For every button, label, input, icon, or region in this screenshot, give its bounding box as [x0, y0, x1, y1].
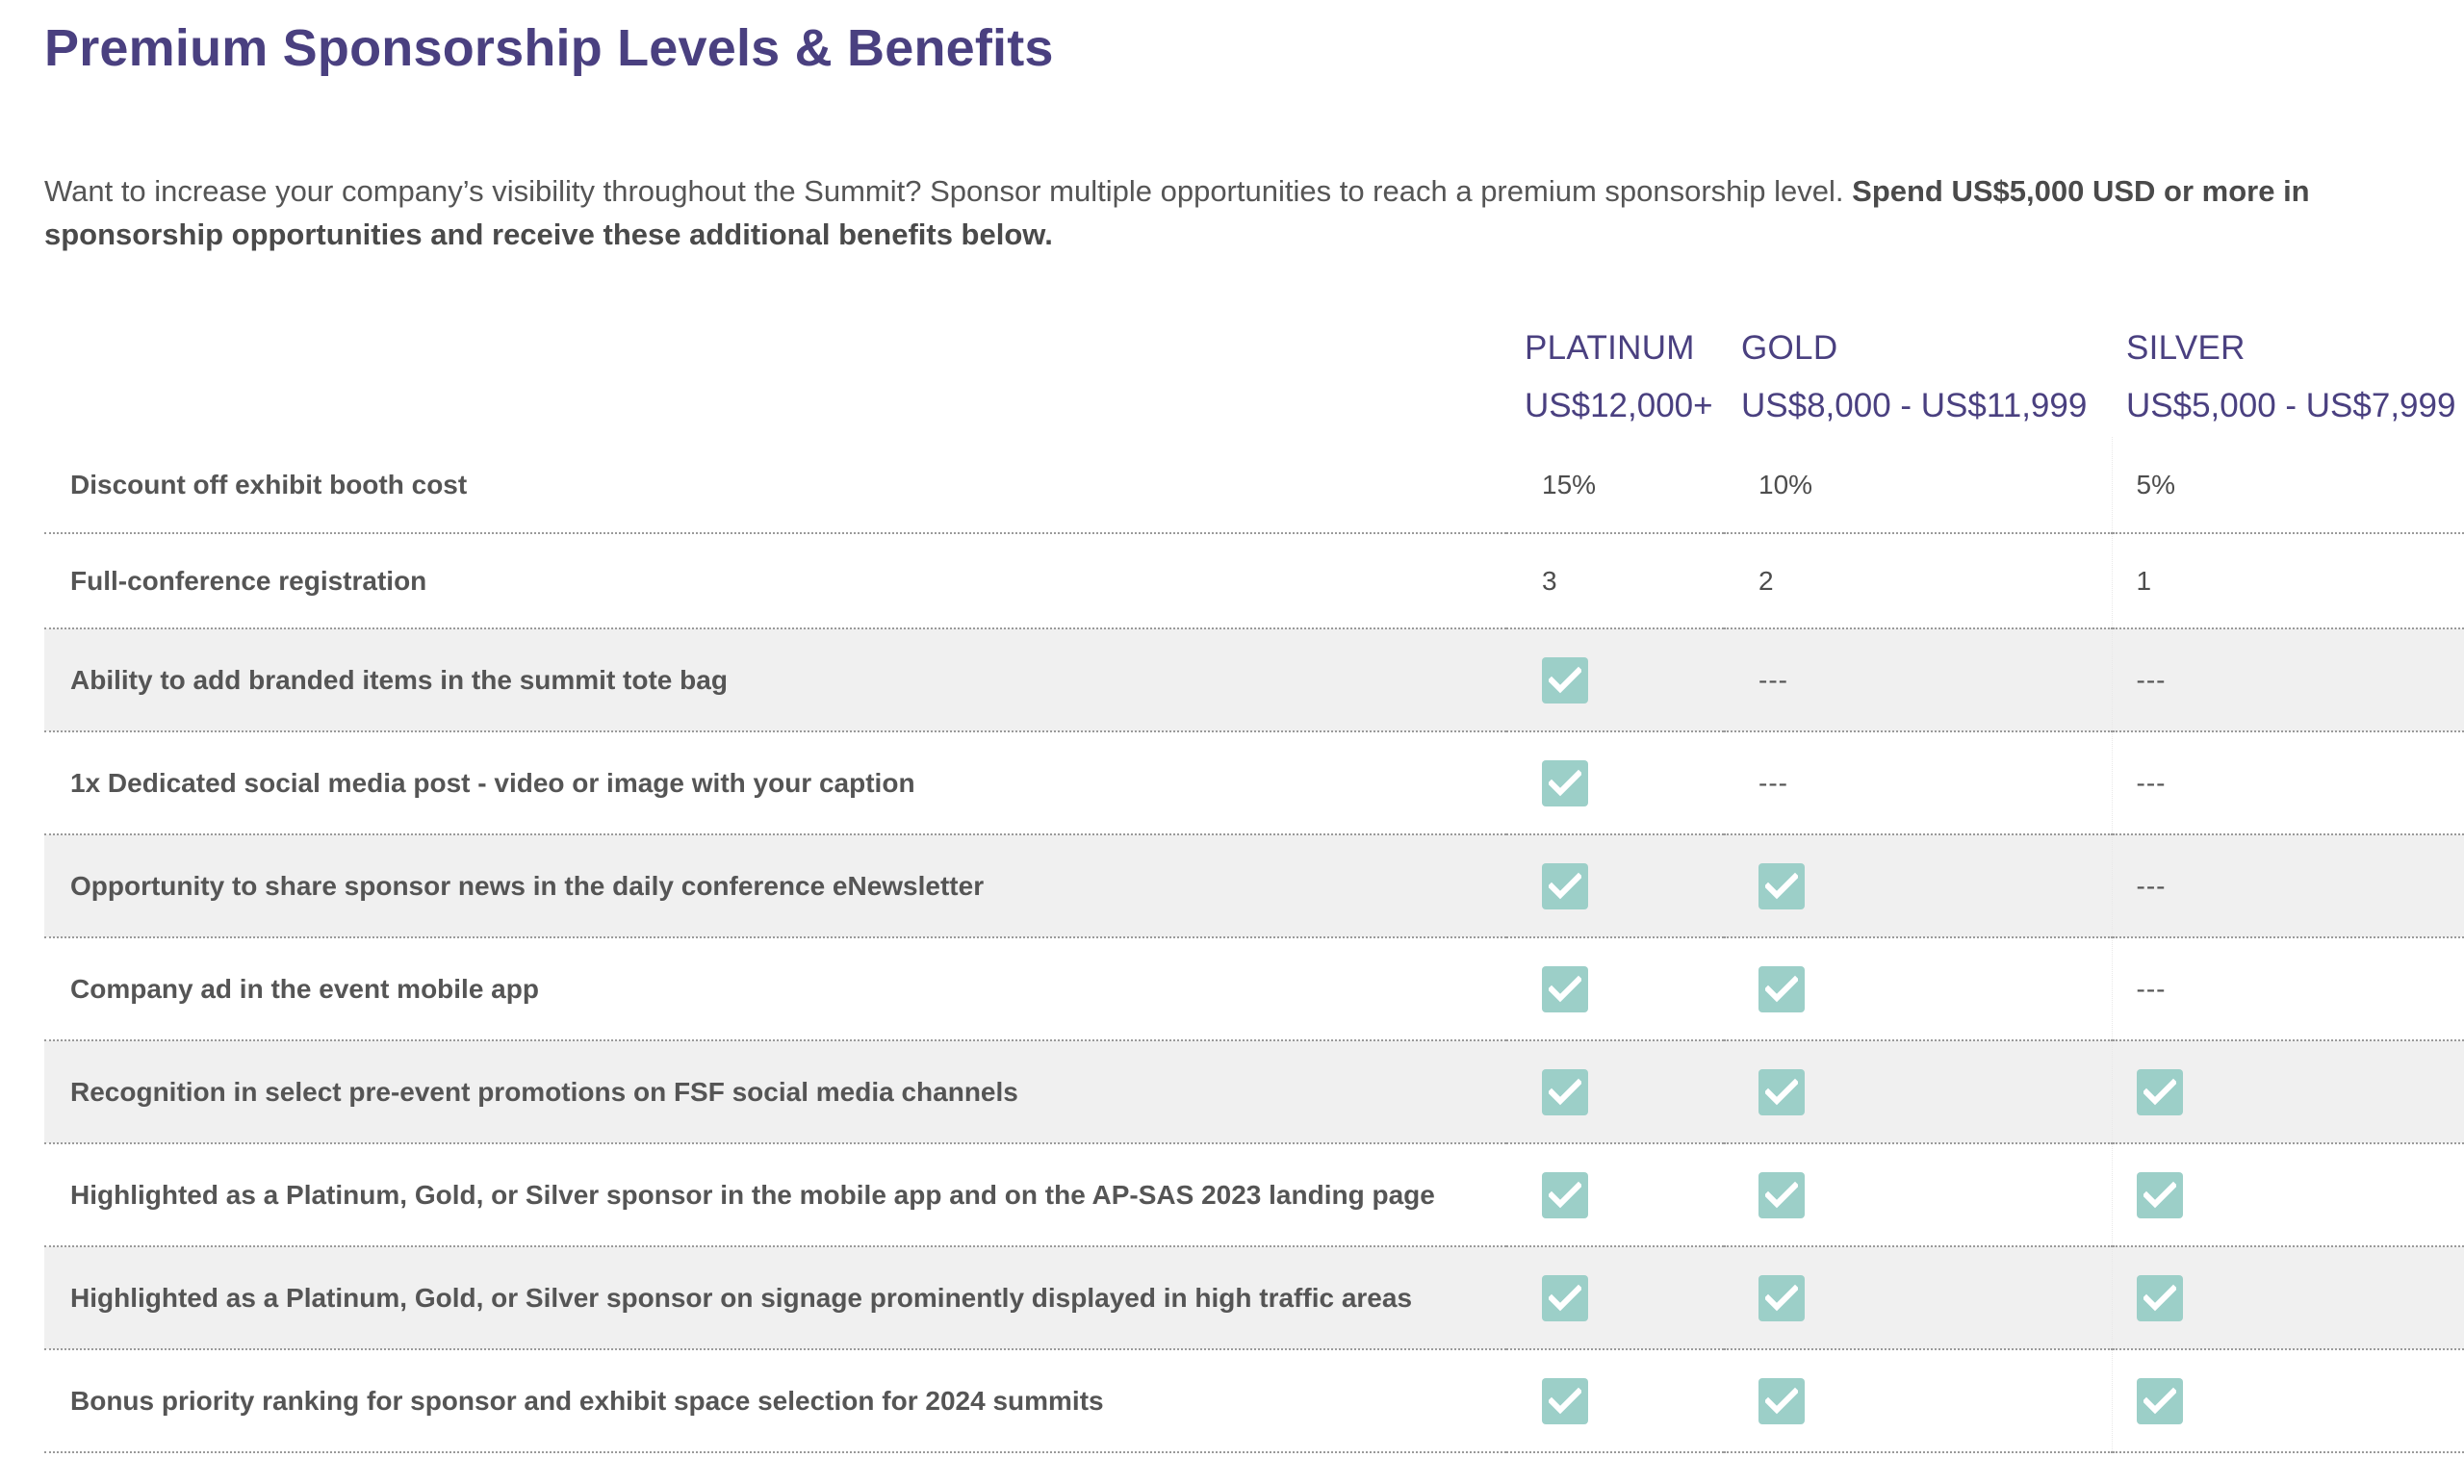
benefit-value-silver: [2111, 1349, 2464, 1453]
benefit-value-silver: [2111, 1246, 2464, 1350]
not-included-dash: ---: [2136, 973, 2167, 1004]
benefit-value-plat: [1506, 731, 1724, 835]
not-included-dash: ---: [1758, 664, 1788, 695]
benefit-label: Bonus priority ranking for sponsor and e…: [44, 1349, 1506, 1453]
benefit-value-plat: [1506, 1349, 1724, 1453]
page-title: Premium Sponsorship Levels & Benefits: [44, 19, 1054, 77]
checkmark-icon: [1758, 1068, 1805, 1115]
not-included-dash: ---: [1758, 767, 1788, 798]
not-included-dash: ---: [2136, 767, 2167, 798]
checkmark-icon: [1542, 1068, 1588, 1115]
intro-paragraph: Want to increase your company’s visibili…: [44, 169, 2383, 256]
table-row: Highlighted as a Platinum, Gold, or Silv…: [44, 1143, 2464, 1247]
benefit-label: 1x Dedicated social media post - video o…: [44, 731, 1506, 835]
benefit-value-text: 15%: [1542, 469, 1597, 499]
benefit-value-gold: [1724, 1349, 2112, 1453]
sponsorship-benefits-table: PLATINUM US$12,000+ GOLD US$8,000 - US$1…: [44, 318, 2464, 1453]
benefit-value-gold: [1724, 1040, 2112, 1144]
checkmark-icon: [2136, 1274, 2183, 1321]
benefit-value-silver: ---: [2111, 937, 2464, 1041]
benefit-value-plat: [1506, 628, 1724, 732]
checkmark-icon: [2136, 1171, 2183, 1218]
benefit-value-plat: [1506, 937, 1724, 1041]
table-row: Recognition in select pre-event promotio…: [44, 1040, 2464, 1144]
tier-header-silver: SILVER US$5,000 - US$7,999: [2112, 318, 2464, 437]
benefit-value-text: 3: [1542, 565, 1557, 596]
benefit-value-gold: [1724, 1246, 2112, 1350]
table-row: Ability to add branded items in the summ…: [44, 628, 2464, 732]
benefit-label: Recognition in select pre-event promotio…: [44, 1040, 1506, 1144]
table-row: Discount off exhibit booth cost 15% 10% 5%: [44, 437, 2464, 534]
benefit-value-plat: [1506, 1040, 1724, 1144]
page-content: Premium Sponsorship Levels & Benefits Wa…: [44, 0, 2464, 1453]
tier-price: US$5,000 - US$7,999: [2126, 387, 2456, 424]
benefit-label: Discount off exhibit booth cost: [44, 437, 1506, 534]
checkmark-icon: [1758, 862, 1805, 909]
checkmark-icon: [2136, 1068, 2183, 1115]
benefit-value-plat: 15%: [1506, 437, 1724, 534]
checkmark-icon: [1542, 862, 1588, 909]
benefit-label: Ability to add branded items in the summ…: [44, 628, 1506, 732]
benefit-value-plat: [1506, 1143, 1724, 1247]
checkmark-icon: [1542, 1377, 1588, 1424]
intro-text: Want to increase your company’s visibili…: [44, 174, 1853, 208]
benefit-value-text: 1: [2136, 565, 2152, 596]
checkmark-icon: [1542, 656, 1588, 704]
table-header-row: PLATINUM US$12,000+ GOLD US$8,000 - US$1…: [44, 318, 2464, 437]
benefit-value-silver: ---: [2111, 628, 2464, 732]
tier-price: US$12,000+: [1525, 387, 1713, 424]
checkmark-icon: [1542, 965, 1588, 1012]
benefit-value-text: 5%: [2136, 469, 2175, 499]
checkmark-icon: [1542, 1274, 1588, 1321]
benefit-value-plat: [1506, 834, 1724, 938]
intro-bold-text: Spend US$5,000 USD or more in sponsorshi…: [44, 174, 2310, 251]
not-included-dash: ---: [2136, 664, 2167, 695]
table-body: Discount off exhibit booth cost 15% 10% 5% F…: [44, 437, 2464, 1453]
benefit-column-header: [44, 318, 1506, 437]
benefit-value-plat: 3: [1506, 533, 1724, 629]
benefit-value-gold: 2: [1724, 533, 2112, 629]
benefit-value-gold: [1724, 1143, 2112, 1247]
benefit-value-silver: ---: [2111, 834, 2464, 938]
tier-name: SILVER: [2126, 329, 2246, 367]
tier-header-gold: GOLD US$8,000 - US$11,999: [1724, 318, 2112, 437]
benefit-value-text: 10%: [1758, 469, 1813, 499]
benefit-value-silver: [2111, 1143, 2464, 1247]
benefit-label: Opportunity to share sponsor news in the…: [44, 834, 1506, 938]
table-row: Highlighted as a Platinum, Gold, or Silv…: [44, 1246, 2464, 1350]
benefit-label: Full-conference registration: [44, 533, 1506, 629]
tier-name: GOLD: [1741, 329, 1838, 367]
table-row: Bonus priority ranking for sponsor and e…: [44, 1349, 2464, 1453]
checkmark-icon: [1758, 1274, 1805, 1321]
checkmark-icon: [2136, 1377, 2183, 1424]
tier-header-platinum: PLATINUM US$12,000+: [1506, 318, 1724, 437]
benefit-label: Company ad in the event mobile app: [44, 937, 1506, 1041]
benefit-value-silver: 5%: [2111, 437, 2464, 534]
checkmark-icon: [1542, 1171, 1588, 1218]
benefit-value-silver: [2111, 1040, 2464, 1144]
benefit-label: Highlighted as a Platinum, Gold, or Silv…: [44, 1246, 1506, 1350]
benefit-value-silver: ---: [2111, 731, 2464, 835]
table-row: 1x Dedicated social media post - video o…: [44, 731, 2464, 835]
benefit-label: Highlighted as a Platinum, Gold, or Silv…: [44, 1143, 1506, 1247]
table-row: Opportunity to share sponsor news in the…: [44, 834, 2464, 938]
benefit-value-plat: [1506, 1246, 1724, 1350]
table-row: Company ad in the event mobile app ---: [44, 937, 2464, 1041]
benefit-value-text: 2: [1758, 565, 1774, 596]
tier-name: PLATINUM: [1525, 329, 1695, 367]
tier-price: US$8,000 - US$11,999: [1741, 387, 2088, 424]
checkmark-icon: [1758, 965, 1805, 1012]
table-row: Full-conference registration 3 2 1: [44, 533, 2464, 629]
checkmark-icon: [1542, 759, 1588, 806]
benefit-value-gold: [1724, 937, 2112, 1041]
benefit-value-gold: ---: [1724, 628, 2112, 732]
not-included-dash: ---: [2136, 870, 2167, 901]
checkmark-icon: [1758, 1377, 1805, 1424]
checkmark-icon: [1758, 1171, 1805, 1218]
benefit-value-gold: 10%: [1724, 437, 2112, 534]
benefit-value-gold: ---: [1724, 731, 2112, 835]
benefit-value-gold: [1724, 834, 2112, 938]
benefit-value-silver: 1: [2111, 533, 2464, 629]
